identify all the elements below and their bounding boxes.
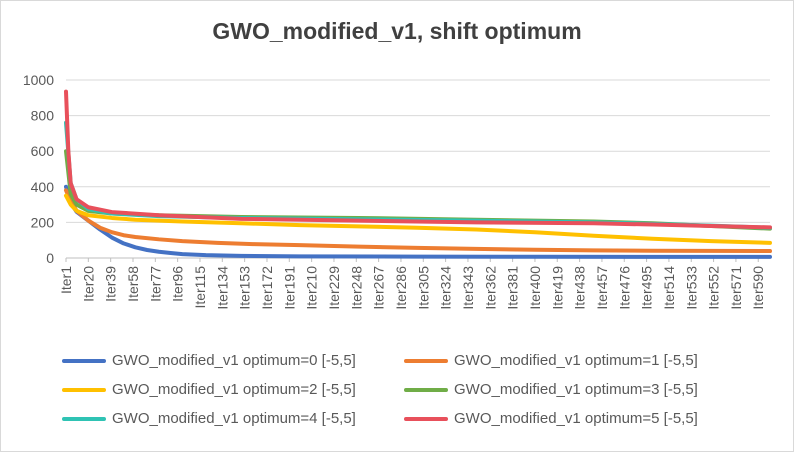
x-tick-label: Iter20 <box>80 266 96 302</box>
x-tick-label: Iter39 <box>103 266 119 302</box>
x-tick-label: Iter248 <box>348 266 364 310</box>
legend-swatch <box>404 387 448 392</box>
x-tick-label: Iter533 <box>683 266 699 310</box>
x-tick-label: Iter419 <box>549 266 565 310</box>
x-tick-label: Iter191 <box>281 266 297 310</box>
x-tick-label: Iter267 <box>371 266 387 310</box>
x-tick-label: Iter590 <box>750 266 766 310</box>
legend-item-optimum-0[interactable]: GWO_modified_v1 optimum=0 [-5,5] <box>62 352 356 369</box>
x-tick-label: Iter58 <box>125 266 141 302</box>
legend-item-optimum-3[interactable]: GWO_modified_v1 optimum=3 [-5,5] <box>404 381 698 398</box>
y-tick-label: 800 <box>31 108 55 124</box>
y-axis-ticks: 0 200 400 600 800 1000 <box>23 72 54 266</box>
x-tick-label: Iter1 <box>58 266 74 294</box>
x-tick-label: Iter476 <box>616 266 632 310</box>
x-tick-label: Iter495 <box>639 266 655 310</box>
x-tick-label: Iter134 <box>214 266 230 310</box>
legend-item-optimum-2[interactable]: GWO_modified_v1 optimum=2 [-5,5] <box>62 381 356 398</box>
legend-label: GWO_modified_v1 optimum=1 [-5,5] <box>454 352 698 369</box>
legend-label: GWO_modified_v1 optimum=3 [-5,5] <box>454 381 698 398</box>
y-tick-label: 600 <box>31 143 55 159</box>
x-tick-label: Iter514 <box>661 266 677 310</box>
legend-label: GWO_modified_v1 optimum=0 [-5,5] <box>112 352 356 369</box>
legend-swatch <box>404 358 448 363</box>
y-tick-label: 200 <box>31 214 55 230</box>
series-lines <box>64 89 772 259</box>
legend-item-optimum-4[interactable]: GWO_modified_v1 optimum=4 [-5,5] <box>62 410 356 427</box>
x-tick-label: Iter343 <box>460 266 476 310</box>
legend-label: GWO_modified_v1 optimum=2 [-5,5] <box>112 381 356 398</box>
y-tick-label: 400 <box>31 179 55 195</box>
x-tick-label: Iter324 <box>438 266 454 310</box>
legend-item-optimum-5[interactable]: GWO_modified_v1 optimum=5 [-5,5] <box>404 410 698 427</box>
chart-title: GWO_modified_v1, shift optimum <box>212 18 582 44</box>
x-tick-label: Iter286 <box>393 266 409 310</box>
legend-item-optimum-1[interactable]: GWO_modified_v1 optimum=1 [-5,5] <box>404 352 698 369</box>
y-tick-label: 0 <box>46 250 54 266</box>
x-axis-ticks: Iter1 Iter20 Iter39 Iter58 Iter77 Iter96 Iter1… <box>58 258 766 310</box>
x-tick-label: Iter381 <box>505 266 521 310</box>
x-tick-label: Iter210 <box>304 266 320 310</box>
legend-label: GWO_modified_v1 optimum=4 [-5,5] <box>112 410 356 427</box>
x-tick-label: Iter96 <box>170 266 186 302</box>
grid-lines <box>66 79 770 259</box>
x-tick-label: Iter77 <box>147 266 163 302</box>
x-tick-label: Iter438 <box>572 266 588 310</box>
x-tick-label: Iter153 <box>237 266 253 310</box>
series-line-optimum-4 <box>64 120 772 230</box>
legend-swatch <box>62 416 106 421</box>
x-tick-label: Iter229 <box>326 266 342 310</box>
x-tick-label: Iter172 <box>259 266 275 310</box>
series-line-optimum-1 <box>64 188 772 254</box>
x-tick-label: Iter400 <box>527 266 543 310</box>
x-tick-label: Iter362 <box>482 266 498 310</box>
y-tick-label: 1000 <box>23 72 54 88</box>
x-tick-label: Iter115 <box>192 266 208 309</box>
series-line-optimum-2 <box>64 193 772 245</box>
legend-swatch <box>62 387 106 392</box>
x-tick-label: Iter552 <box>706 266 722 310</box>
legend-label: GWO_modified_v1 optimum=5 [-5,5] <box>454 410 698 427</box>
series-line-optimum-5 <box>64 89 772 230</box>
legend-swatch <box>62 358 106 363</box>
x-tick-label: Iter571 <box>728 266 744 310</box>
legend-swatch <box>404 416 448 421</box>
x-tick-label: Iter457 <box>594 266 610 310</box>
x-tick-label: Iter305 <box>415 266 431 310</box>
